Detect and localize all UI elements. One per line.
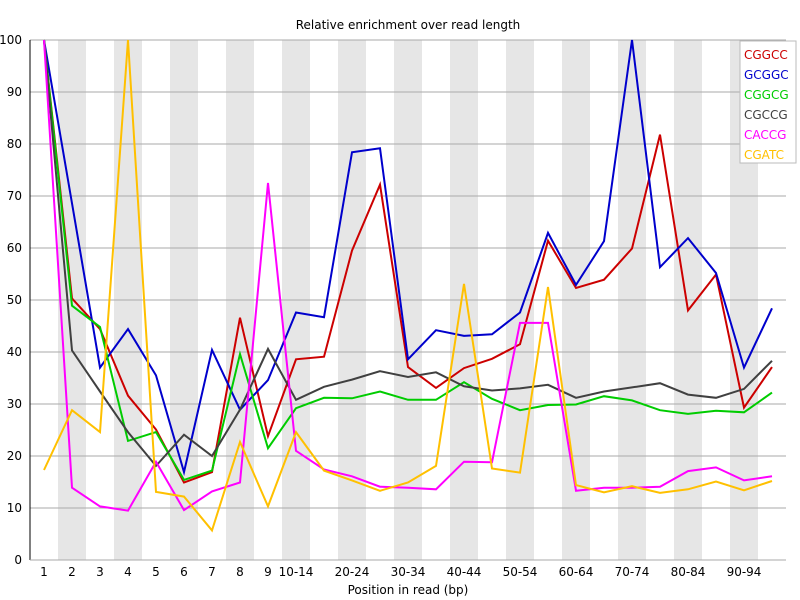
- x-tick-label: 10-14: [279, 565, 314, 579]
- x-tick-label: 8: [236, 565, 244, 579]
- legend-item-cggcc: CGGCC: [744, 48, 788, 62]
- x-tick-label: 2: [68, 565, 76, 579]
- x-tick-label: 90-94: [727, 565, 762, 579]
- legend-box: [739, 40, 797, 164]
- chart-title: Relative enrichment over read length: [296, 18, 521, 32]
- x-tick-label: 40-44: [447, 565, 482, 579]
- legend-item-gcggc: GCGGC: [744, 68, 789, 82]
- y-tick-label: 30: [7, 397, 22, 411]
- y-tick-label: 70: [7, 189, 22, 203]
- y-tick-label: 40: [7, 345, 22, 359]
- legend: CGGCC GCGGC CGGCG CGCCG CACCG CGATC: [739, 40, 797, 164]
- x-tick-label: 4: [124, 565, 132, 579]
- axes: 0 10 20 30 40 50 60 70 80 90 100 1 2 3 4 5 6 7 8 9 10-14 20-2…: [0, 33, 786, 579]
- series-line-cgatc: [43, 39, 773, 533]
- x-tick-label: 30-34: [391, 565, 426, 579]
- gridlines: [30, 39, 786, 509]
- y-tick-label: 0: [14, 553, 22, 567]
- series-line-cgccg: [43, 39, 773, 468]
- x-tick-label: 3: [96, 565, 104, 579]
- y-tick-label: 90: [7, 85, 22, 99]
- x-tick-label: 5: [152, 565, 160, 579]
- x-tick-label: 1: [40, 565, 48, 579]
- x-tick-label: 20-24: [335, 565, 370, 579]
- series-line-cggcg: [43, 39, 773, 482]
- legend-item-cggcg: CGGCG: [744, 88, 789, 102]
- series-line-gcggc: [43, 39, 773, 477]
- x-axis-label: Position in read (bp): [348, 583, 469, 597]
- legend-item-caccg: CACCG: [744, 128, 786, 142]
- y-tick-label: 20: [7, 449, 22, 463]
- y-tick-label: 10: [7, 501, 22, 515]
- y-tick-label: 100: [0, 33, 22, 47]
- x-tick-label: 60-64: [559, 565, 594, 579]
- y-tick-label: 60: [7, 241, 22, 255]
- x-tick-label: 70-74: [615, 565, 650, 579]
- x-tick-label: 7: [208, 565, 216, 579]
- legend-item-cgccg: CGCCG: [744, 108, 788, 122]
- x-tick-label: 50-54: [503, 565, 538, 579]
- x-tick-label: 9: [264, 565, 272, 579]
- legend-item-cgatc: CGATC: [744, 148, 784, 162]
- x-tick-label: 6: [180, 565, 188, 579]
- y-tick-label: 50: [7, 293, 22, 307]
- data-series: [43, 39, 773, 533]
- series-line-caccg: [43, 39, 773, 512]
- y-tick-label: 80: [7, 137, 22, 151]
- x-tick-label: 80-84: [671, 565, 706, 579]
